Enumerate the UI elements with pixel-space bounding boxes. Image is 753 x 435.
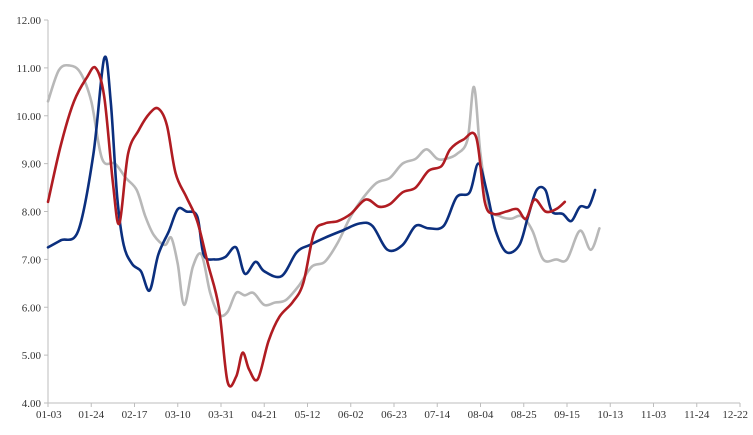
x-tick-label: 08-04 xyxy=(468,409,494,421)
x-tick-label: 08-25 xyxy=(511,409,537,421)
series-line-red xyxy=(46,65,567,388)
y-tick-label: 8.00 xyxy=(22,207,42,219)
x-tick-label: 10-13 xyxy=(597,409,623,421)
x-tick-label: 05-12 xyxy=(295,409,321,421)
series-line-grey xyxy=(46,63,601,318)
y-tick-label: 10.00 xyxy=(16,111,41,123)
y-axis: 4.00 5.00 6.00 7.00 8.00 9.00 10.00 11.00 12.00 xyxy=(16,15,49,410)
x-tick-label: 12-22 xyxy=(722,409,748,421)
x-tick-label: 03-31 xyxy=(208,409,234,421)
y-tick-label: 12.00 xyxy=(16,15,41,27)
x-axis: 01-03 01-24 02-17 03-10 03-31 04-21 05-12 06-02… xyxy=(36,402,748,421)
y-tick-label: 7.00 xyxy=(22,254,42,266)
x-tick-label: 04-21 xyxy=(251,409,277,421)
series-line-navy xyxy=(46,55,597,292)
x-tick-label: 06-02 xyxy=(338,409,364,421)
y-tick-label: 5.00 xyxy=(22,350,42,362)
y-tick-label: 9.00 xyxy=(22,159,42,171)
x-tick-label: 02-17 xyxy=(122,409,148,421)
x-tick-label: 03-10 xyxy=(165,409,191,421)
x-tick-label: 09-15 xyxy=(554,409,580,421)
x-tick-label: 07-14 xyxy=(424,409,450,421)
x-tick-label: 01-24 xyxy=(78,409,104,421)
x-tick-label: 06-23 xyxy=(381,409,407,421)
x-tick-label: 11-03 xyxy=(641,409,667,421)
x-tick-label: 01-03 xyxy=(36,409,62,421)
y-tick-label: 4.00 xyxy=(22,398,42,410)
x-tick-label: 11-24 xyxy=(684,409,710,421)
y-tick-label: 11.00 xyxy=(17,63,42,75)
y-tick-label: 6.00 xyxy=(22,302,42,314)
series-layer xyxy=(46,55,601,388)
